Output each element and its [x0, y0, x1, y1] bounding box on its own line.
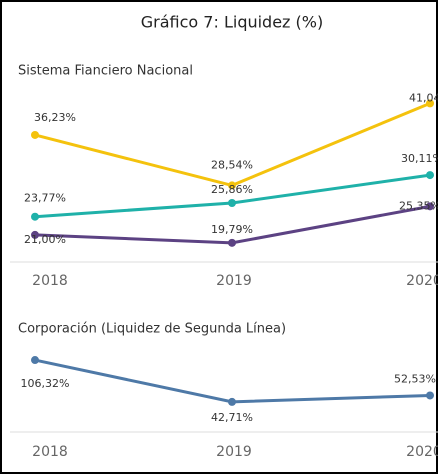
- data-label: 106,32%: [21, 377, 70, 390]
- chart-subtitle: Corporación (Liquidez de Segunda Línea): [18, 322, 286, 337]
- chart-subtitle: Sistema Fianciero Nacional: [18, 64, 193, 79]
- x-tick-label: 2018: [32, 444, 68, 460]
- data-label: 28,54%: [211, 158, 253, 171]
- data-label: 30,11%: [401, 152, 438, 165]
- data-point: [31, 130, 39, 139]
- data-point: [426, 202, 434, 211]
- data-point: [228, 181, 236, 190]
- data-point: [426, 171, 434, 180]
- dashboard-title: Gráfico 7: Liquidez (%): [141, 13, 323, 32]
- x-tick-label: 2018: [32, 273, 68, 289]
- data-point: [31, 212, 39, 221]
- x-tick-label: 2019: [216, 444, 252, 460]
- data-point: [228, 199, 236, 208]
- data-label: 25,35%: [399, 199, 438, 212]
- data-label: 36,23%: [34, 111, 76, 124]
- data-point: [228, 238, 236, 247]
- data-label: 23,77%: [24, 192, 66, 205]
- data-point: [426, 391, 434, 400]
- data-point: [31, 356, 39, 365]
- data-label: 21,00%: [24, 233, 66, 246]
- data-label: 25,86%: [211, 183, 253, 196]
- data-label: 41,04%: [409, 91, 438, 104]
- data-label: 52,53%: [394, 372, 436, 385]
- data-label: 19,79%: [211, 223, 253, 236]
- data-point: [228, 397, 236, 406]
- data-point: [426, 99, 434, 108]
- data-point: [31, 230, 39, 239]
- x-tick-label: 2020: [406, 444, 438, 460]
- data-label: 42,71%: [211, 411, 253, 424]
- x-tick-label: 2019: [216, 273, 252, 289]
- x-tick-label: 2020: [406, 273, 438, 289]
